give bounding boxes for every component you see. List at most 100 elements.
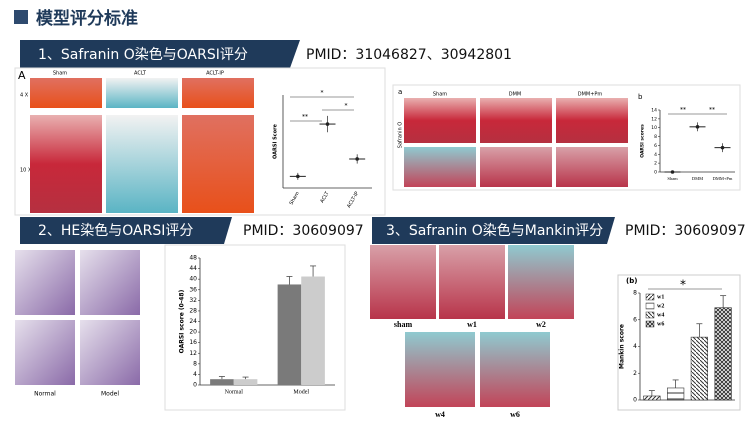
y-axis-label: OARSI score (0-48) (179, 289, 186, 353)
histology-image (106, 115, 178, 213)
histology-image (30, 78, 102, 108)
histology-image (182, 115, 254, 213)
bar (667, 387, 685, 401)
y-tick-label: 4 (193, 371, 197, 378)
legend-swatch (645, 293, 655, 301)
slide-title: 模型评分标准 (36, 8, 138, 29)
legend-label: w6 (657, 321, 664, 327)
significance: ** (302, 114, 308, 121)
significance: ** (709, 107, 715, 114)
histology-image (404, 147, 476, 187)
image-label: w6 (510, 410, 520, 419)
legend-label: w1 (657, 294, 664, 300)
histology-image (15, 320, 75, 385)
y-tick-label: 48 (189, 255, 197, 262)
significance: * (680, 278, 686, 292)
dot (670, 170, 675, 174)
section-title: 3、Safranin O染色与Mankin评分 (386, 222, 603, 239)
section-banner (372, 217, 615, 244)
legend-swatch (645, 302, 655, 310)
y-axis-label: OARSI Score (273, 123, 279, 159)
pmid: PMID：30609097 (625, 223, 746, 239)
histology-image (80, 250, 140, 315)
histology-image (556, 98, 628, 143)
column-label: ACLT-IP (206, 71, 224, 77)
y-tick-label: 2 (633, 370, 637, 377)
image-label: w1 (467, 320, 477, 329)
x-tick-label: Model (293, 389, 309, 395)
bar (233, 379, 258, 385)
row-label: 4 X (20, 93, 29, 99)
y-axis-label: OARSI scores (640, 124, 646, 158)
x-tick-label: Sham (667, 176, 678, 181)
y-tick-label: 14 (651, 108, 657, 114)
image-label: sham (394, 320, 413, 329)
y-tick-label: 6 (633, 316, 637, 323)
y-tick-label: 36 (189, 286, 197, 293)
y-tick-label: 10 (651, 125, 657, 131)
pmid: PMID：30609097 (243, 223, 364, 239)
panel-label: b (638, 93, 643, 101)
histology-image (439, 245, 505, 319)
section-title: 2、HE染色与OARSI评分 (38, 222, 193, 239)
y-tick-label: 4 (654, 152, 657, 158)
legend-label: w4 (657, 312, 664, 318)
pmid: PMID：31046827、30942801 (306, 47, 512, 63)
y-tick-label: 8 (633, 290, 637, 297)
image-label: w2 (536, 320, 546, 329)
histology-image (404, 98, 476, 143)
y-tick-label: 4 (633, 343, 637, 350)
histology-image (405, 332, 475, 407)
y-tick-label: 28 (189, 307, 197, 314)
x-tick-label: ACLT (319, 190, 331, 204)
section-banner (20, 40, 300, 68)
histology-image (480, 98, 552, 143)
bar (277, 284, 302, 385)
legend-swatch (645, 320, 655, 328)
histology-image (15, 250, 75, 315)
histology-image (508, 245, 574, 319)
x-tick-label: DMM (692, 176, 703, 181)
histology-image (480, 332, 550, 407)
histology-image (30, 115, 102, 213)
column-label: DMM+Pm (578, 92, 603, 98)
histology-image (370, 245, 436, 319)
row-label: Safranin O (398, 122, 404, 148)
y-tick-label: 12 (651, 116, 657, 122)
legend-label: w2 (657, 303, 664, 309)
y-axis-label: Mankin score (619, 324, 626, 369)
legend-swatch (645, 311, 655, 319)
histology-image (480, 147, 552, 187)
y-tick-label: 0 (633, 397, 637, 404)
significance: ** (680, 107, 686, 114)
bar (643, 395, 661, 401)
section-banner (20, 217, 232, 244)
histology-image (556, 147, 628, 187)
image-label: Model (101, 391, 119, 398)
title-icon (14, 10, 28, 24)
y-tick-label: 20 (189, 329, 197, 336)
section-title: 1、Safranin O染色与OARSI评分 (38, 46, 248, 63)
bar (690, 336, 708, 401)
y-tick-label: 6 (654, 143, 657, 149)
column-label: Sham (53, 71, 67, 77)
y-tick-label: 0 (193, 382, 197, 389)
image-label: w4 (435, 410, 445, 419)
y-tick-label: 44 (189, 265, 197, 272)
y-tick-label: 32 (189, 297, 197, 304)
y-tick-label: 2 (654, 161, 657, 167)
panel-label: a (398, 88, 402, 96)
y-tick-label: 8 (193, 360, 197, 367)
histology-image (106, 78, 178, 108)
y-tick-label: 24 (189, 318, 197, 325)
column-label: DMM (509, 92, 521, 98)
bar (210, 379, 234, 385)
panel-label: A (18, 69, 26, 82)
y-tick-label: 8 (654, 134, 657, 140)
bar (714, 307, 732, 401)
column-label: Sham (433, 92, 447, 98)
x-tick-label: DMM+Pm (713, 176, 733, 181)
y-tick-label: 12 (189, 350, 197, 357)
image-label: Normal (34, 391, 56, 398)
